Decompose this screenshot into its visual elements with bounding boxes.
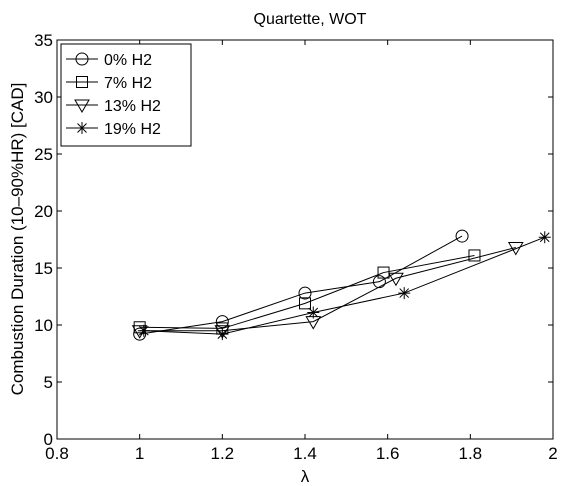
series-0 bbox=[133, 229, 469, 341]
x-axis-label: λ bbox=[301, 467, 310, 486]
data-point bbox=[216, 328, 229, 341]
data-point bbox=[398, 287, 411, 300]
x-tick-label: 0.8 bbox=[45, 444, 69, 463]
legend-label: 7% H2 bbox=[104, 75, 152, 92]
series-3 bbox=[137, 231, 551, 341]
legend-marker bbox=[76, 76, 88, 88]
legend-marker bbox=[75, 52, 89, 66]
y-axis-ticks: 0 5 10 15 20 25 30 35 bbox=[34, 31, 553, 449]
legend-item: 0% H2 bbox=[66, 52, 152, 69]
x-axis-ticks: 0.8 1 1.2 1.4 1.6 1.8 2 bbox=[45, 40, 558, 463]
legend-label: 13% H2 bbox=[104, 98, 161, 115]
x-tick-label: 2 bbox=[548, 444, 557, 463]
y-tick-label: 25 bbox=[34, 145, 53, 164]
legend-label: 19% H2 bbox=[104, 121, 161, 138]
x-tick-label: 1.8 bbox=[459, 444, 483, 463]
chart-title: Quartette, WOT bbox=[254, 11, 367, 28]
data-point bbox=[215, 315, 229, 329]
y-tick-label: 5 bbox=[44, 373, 53, 392]
legend: 0% H2 7% H2 13% H2 19% H2 bbox=[60, 43, 192, 147]
x-tick-label: 1.2 bbox=[211, 444, 235, 463]
data-point bbox=[133, 327, 147, 341]
legend-item: 7% H2 bbox=[66, 75, 152, 92]
series-line bbox=[139, 235, 463, 335]
data-point bbox=[377, 266, 390, 279]
series-line bbox=[139, 246, 516, 332]
legend-item: 13% H2 bbox=[66, 98, 161, 115]
data-point bbox=[137, 324, 150, 337]
data-point bbox=[538, 231, 551, 244]
data-point bbox=[455, 229, 469, 243]
y-tick-label: 30 bbox=[34, 88, 53, 107]
x-tick-label: 1 bbox=[135, 444, 144, 463]
data-point bbox=[214, 325, 231, 339]
y-tick-label: 10 bbox=[34, 316, 53, 335]
y-axis-label: Combustion Duration (10–90%HR) [CAD] bbox=[8, 83, 27, 396]
legend-marker bbox=[76, 122, 88, 134]
data-point bbox=[307, 306, 320, 319]
legend-item: 19% H2 bbox=[66, 121, 161, 138]
y-tick-label: 20 bbox=[34, 202, 53, 221]
data-point bbox=[388, 272, 404, 287]
x-tick-label: 1.6 bbox=[376, 444, 400, 463]
data-point bbox=[372, 275, 386, 289]
series-line bbox=[139, 254, 475, 329]
legend-label: 0% H2 bbox=[104, 52, 152, 69]
legend-marker bbox=[74, 99, 90, 113]
series-layer bbox=[131, 229, 551, 341]
data-point bbox=[299, 297, 311, 310]
data-point bbox=[507, 241, 524, 256]
data-point bbox=[468, 249, 481, 262]
y-tick-label: 35 bbox=[34, 31, 53, 50]
x-tick-label: 1.4 bbox=[293, 444, 317, 463]
data-point bbox=[298, 286, 312, 300]
y-tick-label: 0 bbox=[44, 430, 53, 449]
y-tick-label: 15 bbox=[34, 259, 53, 278]
